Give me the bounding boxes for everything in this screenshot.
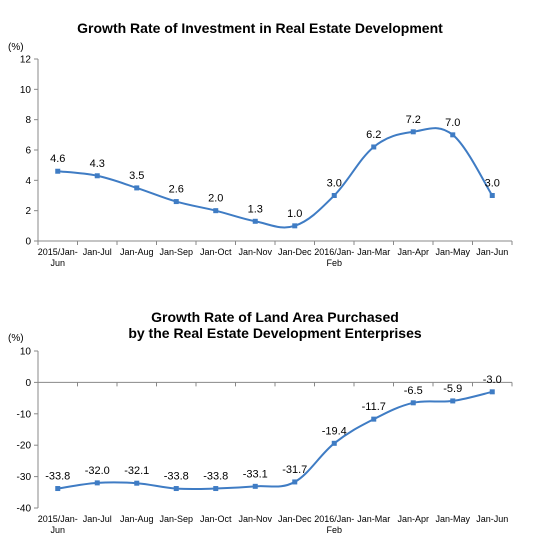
data-label: 3.5	[129, 170, 144, 182]
x-category-label: Jan-Dec	[278, 514, 312, 524]
x-category-label: Jan-Aug	[120, 514, 154, 524]
data-label: 6.2	[366, 129, 381, 141]
data-label: -33.1	[243, 468, 268, 480]
x-category-label: Jan-May	[435, 514, 470, 524]
data-point	[213, 486, 219, 492]
data-label: 4.6	[50, 153, 65, 165]
data-label: 1.3	[248, 203, 263, 215]
data-point	[94, 173, 100, 179]
y-tick-label: 10	[20, 347, 32, 358]
data-label: -31.7	[282, 464, 307, 476]
data-label: 3.0	[485, 178, 500, 190]
y-tick-label: -10	[17, 409, 32, 420]
x-category-label: Jan-Jul	[83, 247, 112, 257]
data-point	[331, 193, 337, 198]
y-tick-label: 0	[25, 378, 31, 389]
data-point	[173, 486, 179, 492]
y-tick-label: 12	[20, 55, 32, 66]
series-line	[57, 127, 494, 229]
x-category-label: Jan-Sep	[159, 247, 193, 257]
data-point	[134, 480, 140, 486]
data-point	[55, 486, 61, 492]
data-point	[252, 483, 258, 489]
data-label: -11.7	[362, 401, 386, 413]
x-category-label: Jan-Nov	[238, 247, 272, 257]
x-category-label: Jan-Dec	[278, 247, 312, 257]
x-category-label: Jan-Mar	[357, 247, 390, 257]
data-label: 1.0	[287, 208, 302, 220]
y-tick-label: 10	[20, 85, 32, 96]
x-category-label: Jan-Jun	[476, 514, 508, 524]
x-category-label: Jan-Apr	[397, 514, 429, 524]
data-point	[55, 168, 61, 174]
data-label: -33.8	[164, 471, 189, 483]
data-label: 2.0	[208, 193, 223, 205]
data-label: 7.2	[406, 114, 421, 126]
y-unit-label: (%)	[8, 333, 24, 344]
data-point	[292, 479, 298, 485]
x-category-label: Jan-Jun	[476, 247, 508, 257]
y-tick-label: -30	[17, 472, 32, 483]
x-category-label: 2016/Jan-Feb	[314, 514, 354, 535]
data-label: 3.0	[327, 178, 342, 190]
x-category-label: 2015/Jan-Jun	[38, 514, 78, 535]
y-tick-label: 8	[25, 115, 31, 126]
y-unit-label: (%)	[8, 42, 24, 53]
data-point	[371, 416, 377, 422]
chart-title: by the Real Estate Development Enterpris…	[128, 325, 422, 341]
chart-1: Growth Rate of Investment in Real Estate…	[8, 20, 513, 268]
data-point	[213, 208, 219, 214]
y-tick-label: 0	[25, 237, 31, 248]
y-tick-label: -40	[17, 504, 32, 515]
data-label: -32.1	[124, 465, 149, 477]
x-category-label: Jan-May	[435, 247, 470, 257]
data-label: -32.0	[85, 465, 110, 477]
chart-title: Growth Rate of Land Area Purchased	[151, 309, 399, 325]
data-point	[410, 129, 416, 135]
data-label: 4.3	[90, 158, 105, 170]
x-category-label: Jan-Apr	[397, 247, 429, 257]
data-point	[252, 218, 258, 224]
data-point	[489, 389, 495, 395]
x-category-label: Jan-Mar	[357, 514, 390, 524]
data-point	[410, 400, 416, 406]
data-point	[331, 440, 337, 446]
x-category-label: 2016/Jan-Feb	[314, 247, 354, 268]
data-label: -6.5	[404, 385, 423, 397]
data-point	[489, 193, 495, 198]
x-category-label: Jan-Jul	[83, 514, 112, 524]
data-label: -3.0	[483, 374, 502, 386]
data-point	[94, 480, 100, 486]
series-line	[57, 390, 493, 491]
data-label: -5.9	[443, 383, 462, 395]
data-label: -33.8	[45, 471, 70, 483]
data-point	[173, 199, 179, 205]
y-tick-label: 6	[25, 146, 31, 157]
chart-title: Growth Rate of Investment in Real Estate…	[77, 20, 443, 36]
data-label: 2.6	[169, 184, 184, 196]
x-category-label: Jan-Aug	[120, 247, 154, 257]
x-category-label: 2015/Jan-Jun	[38, 247, 78, 268]
data-point	[134, 185, 140, 191]
data-point	[450, 132, 456, 138]
y-tick-label: 4	[25, 176, 31, 187]
x-category-label: Jan-Sep	[159, 514, 193, 524]
x-category-label: Jan-Oct	[200, 514, 232, 524]
y-tick-label: -20	[17, 441, 32, 452]
data-label: -19.4	[322, 425, 347, 437]
data-label: 7.0	[445, 117, 460, 129]
x-category-label: Jan-Nov	[238, 514, 272, 524]
data-label: -33.8	[203, 471, 228, 483]
data-point	[292, 223, 298, 229]
x-category-label: Jan-Oct	[200, 247, 232, 257]
data-point	[371, 144, 377, 150]
data-point	[450, 398, 456, 404]
y-tick-label: 2	[25, 206, 31, 217]
